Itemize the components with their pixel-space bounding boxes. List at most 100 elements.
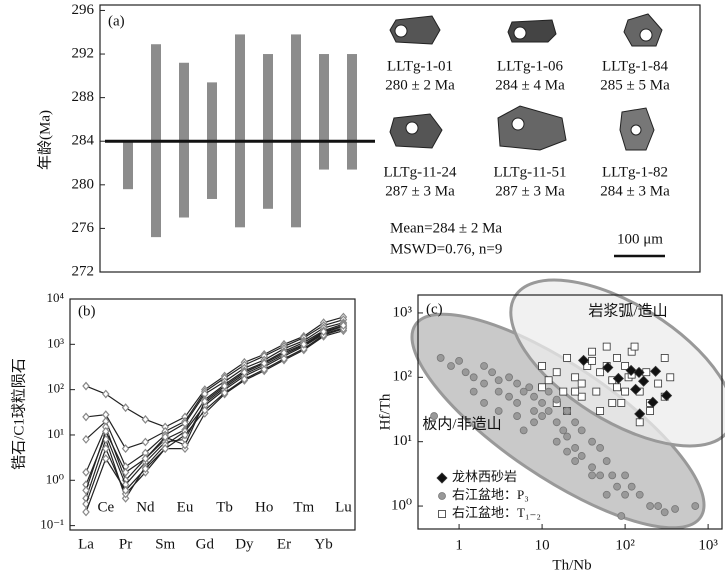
point <box>622 472 629 479</box>
x-tick-label: 10 <box>535 537 550 553</box>
point <box>661 354 668 361</box>
y-tick-label: 296 <box>72 2 95 18</box>
marker <box>83 508 89 515</box>
y-tick-label: 10¹ <box>47 426 64 441</box>
point <box>655 380 662 387</box>
grain-age: 284 ± 4 Ma <box>495 77 565 93</box>
point <box>614 384 621 391</box>
point <box>545 377 552 384</box>
point <box>495 407 502 414</box>
x-axis-label: Th/Nb <box>552 557 591 573</box>
x-tick-label: Tb <box>216 499 233 515</box>
y-tick-label: 292 <box>72 45 95 61</box>
x-tick-label: Er <box>277 536 291 552</box>
point <box>618 513 625 520</box>
panel-label: (b) <box>78 303 96 319</box>
grain-age: 287 ± 3 Ma <box>385 183 455 199</box>
point <box>631 343 638 350</box>
point <box>495 377 502 384</box>
x-tick-label: Tm <box>293 499 314 515</box>
legend-label: 龙林西砂岩 <box>452 469 517 484</box>
point <box>531 393 538 400</box>
annotation: Mean=284 ± 2 Ma <box>390 220 502 236</box>
age-bar <box>347 54 357 170</box>
point <box>553 369 560 376</box>
point <box>560 427 567 434</box>
point <box>514 413 521 420</box>
legend-label: 右江盆地：P₃ <box>452 487 529 502</box>
y-axis-label: 锆石/C1球粒陨石 <box>10 358 27 470</box>
marker <box>142 438 148 445</box>
x-tick-label: 1 <box>455 537 463 553</box>
point <box>614 483 621 490</box>
panel-label: (a) <box>108 13 125 29</box>
age-bar <box>291 34 301 227</box>
x-tick-label: Dy <box>235 536 254 552</box>
y-tick-label: 10² <box>393 369 413 385</box>
x-tick-label: 10² <box>615 537 635 553</box>
point <box>589 438 596 445</box>
point <box>661 509 668 516</box>
y-tick-label: 280 <box>72 176 95 192</box>
x-tick-label: Yb <box>314 536 332 552</box>
grain-name: LLTg-11-24 <box>383 164 457 180</box>
legend-marker <box>439 511 446 518</box>
point <box>597 407 604 414</box>
point <box>462 369 469 376</box>
point <box>506 374 513 381</box>
point <box>667 374 674 381</box>
point <box>578 427 585 434</box>
point <box>481 380 488 387</box>
point <box>589 464 596 471</box>
point <box>614 354 621 361</box>
point <box>520 427 527 434</box>
point <box>589 472 596 479</box>
grain-age: 284 ± 3 Ma <box>600 183 670 199</box>
x-tick-label: Ce <box>97 499 114 515</box>
point <box>481 399 488 406</box>
point <box>564 407 571 414</box>
panel-label: (c) <box>426 301 443 317</box>
point <box>553 419 560 426</box>
y-tick-label: 10¹ <box>393 433 413 449</box>
point <box>622 491 629 498</box>
point <box>470 388 477 395</box>
age-bar <box>235 34 245 227</box>
y-tick-label: 10³ <box>47 335 64 350</box>
point <box>572 388 579 395</box>
legend-marker <box>439 493 446 500</box>
point <box>597 444 604 451</box>
point <box>514 380 521 387</box>
grain-name: LLTg-1-06 <box>497 58 564 74</box>
point <box>636 491 643 498</box>
point <box>622 388 629 395</box>
point <box>553 396 560 403</box>
grain-name: LLTg-1-01 <box>387 58 453 74</box>
x-tick-label: Sm <box>155 536 175 552</box>
point <box>539 413 546 420</box>
point <box>572 374 579 381</box>
y-axis-label: 年龄(Ma) <box>36 110 53 170</box>
point <box>431 413 438 420</box>
x-tick-label: Lu <box>335 499 352 515</box>
point <box>470 374 477 381</box>
point <box>578 380 585 387</box>
point <box>578 393 585 400</box>
grain-name: LLTg-11-51 <box>493 164 566 180</box>
point <box>603 343 610 350</box>
point <box>603 491 610 498</box>
point <box>495 388 502 395</box>
annotation: 100 μm <box>617 231 663 247</box>
y-tick-label: 10⁴ <box>46 290 64 305</box>
point <box>489 369 496 376</box>
y-tick-label: 276 <box>72 220 95 236</box>
annotation: MSWD=0.76, n=9 <box>390 241 502 257</box>
x-tick-label: Ho <box>255 499 273 515</box>
point <box>553 438 560 445</box>
point <box>603 458 610 465</box>
point <box>526 384 533 391</box>
marker <box>83 383 89 390</box>
point <box>539 399 546 406</box>
y-tick-label: 272 <box>72 263 95 279</box>
figure: (a) 年龄(Ma) (b) 锆石/C1球粒陨石 (c) Th/Nb Hf/Th… <box>0 0 725 577</box>
